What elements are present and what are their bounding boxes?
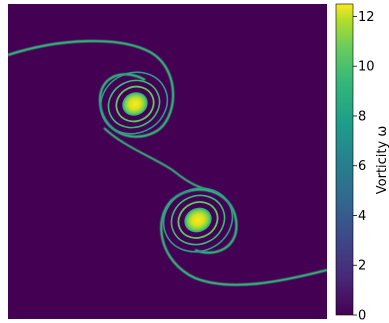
vorticity-field: [8, 39, 327, 287]
colorbar-label: Vorticity ω: [375, 126, 389, 194]
filament-center-bridge: [103, 127, 211, 191]
colorbar-tick-label: 2: [358, 259, 366, 274]
colorbar: [335, 3, 354, 316]
colorbar-tick-label: 0: [358, 309, 366, 323]
filament-upper-arm: [8, 39, 175, 138]
colorbar-tick-label: 10: [358, 60, 375, 75]
colorbar-tick-label: 12: [358, 10, 375, 25]
vortex-upper-core: [122, 92, 148, 116]
plot-area: [8, 4, 327, 319]
colorbar-tick-label: 6: [358, 159, 366, 174]
filament-lower-arm: [160, 188, 327, 287]
colorbar-tick-label: 8: [358, 109, 366, 124]
colorbar-tick-label: 4: [358, 209, 366, 224]
vortex-upper: [99, 71, 169, 135]
colorbar-ticks: 0 2 4 6 8 10 12: [353, 10, 375, 323]
vortex-lower: [162, 187, 234, 253]
vortex-lower-core: [184, 207, 212, 233]
